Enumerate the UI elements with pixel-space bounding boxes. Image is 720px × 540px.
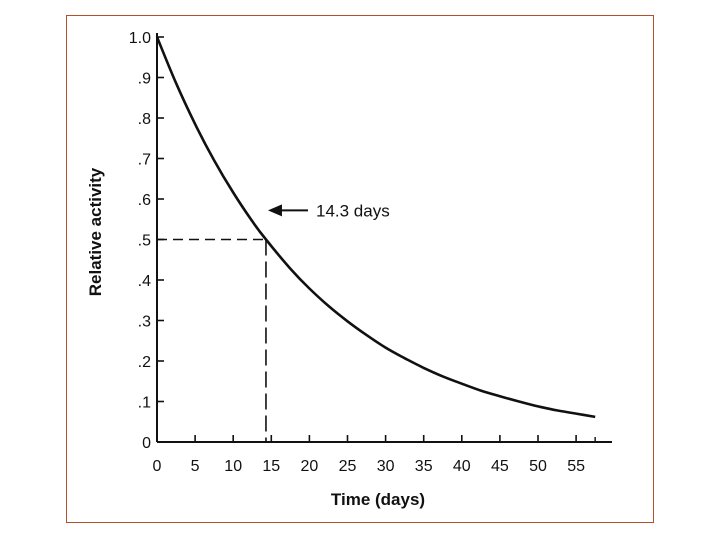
y-tick-label: .4 [138, 273, 151, 290]
x-tick-label: 0 [153, 458, 162, 475]
y-tick-label: .5 [138, 233, 151, 250]
y-tick-label: 1.0 [129, 30, 151, 47]
y-axis-title: Relative activity [86, 167, 105, 296]
x-tick-label: 55 [567, 458, 585, 475]
y-tick-label: .9 [138, 71, 151, 88]
figure-frame [66, 15, 654, 523]
x-tick-label: 35 [415, 458, 433, 475]
y-tick-label: .1 [138, 395, 151, 412]
decay-curve-series [155, 36, 596, 419]
x-tick-label: 20 [301, 458, 319, 475]
x-tick-label: 15 [262, 458, 280, 475]
y-tick-label: 0 [142, 435, 151, 452]
x-tick-label: 50 [529, 458, 547, 475]
x-tick-label: 40 [453, 458, 471, 475]
annotation-arrow-head [267, 204, 282, 217]
y-tick-label: .3 [138, 314, 151, 331]
annotation-label: 14.3 days [316, 201, 390, 220]
x-tick-label: 5 [191, 458, 200, 475]
y-tick-label: .6 [138, 192, 151, 209]
x-tick-label: 30 [377, 458, 395, 475]
y-tick-label: .7 [138, 152, 151, 169]
y-tick-label: .8 [138, 111, 151, 128]
y-tick-label: .2 [138, 354, 151, 371]
x-tick-label: 25 [339, 458, 357, 475]
y-axis-ticks: 0 .1 .2 .3 .4 .5 .6 .7 .8 .9 1.0 [129, 30, 164, 452]
x-axis-title: Time (days) [331, 490, 425, 509]
x-tick-label: 10 [224, 458, 242, 475]
x-tick-label: 45 [491, 458, 509, 475]
x-axis-ticks: 0 5 10 15 20 25 30 35 40 45 50 55 [153, 435, 596, 475]
